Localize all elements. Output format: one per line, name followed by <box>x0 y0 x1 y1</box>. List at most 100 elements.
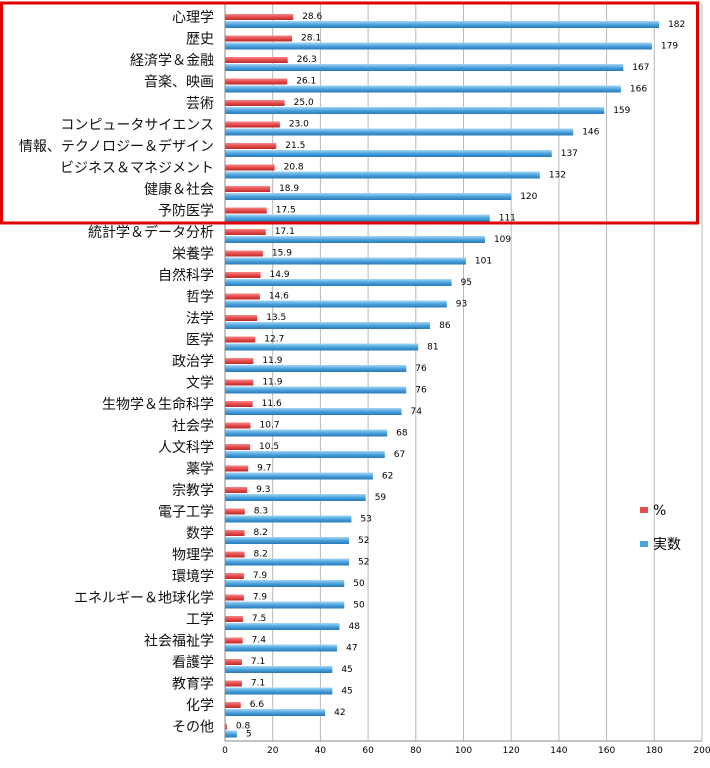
bar-count <box>225 85 621 93</box>
category-label: 栄養学 <box>172 246 214 263</box>
bar-percent <box>225 336 256 343</box>
bar-percent <box>225 487 248 493</box>
x-tick-label: 200 <box>693 746 710 756</box>
bar-count <box>225 666 333 673</box>
bar-percent <box>225 14 294 20</box>
data-label-count: 146 <box>582 128 599 138</box>
bar-count <box>225 193 512 200</box>
bar-percent <box>225 444 251 450</box>
bar-percent <box>225 594 244 601</box>
bar-percent <box>225 57 288 63</box>
bar-percent <box>225 207 267 214</box>
bar-count <box>225 494 366 501</box>
data-label-percent: 8.2 <box>254 550 268 560</box>
data-label-percent: 26.3 <box>297 55 317 65</box>
data-label-percent: 7.5 <box>252 614 266 624</box>
x-tick-label: 120 <box>503 746 520 756</box>
x-tick-label: 40 <box>315 746 327 756</box>
x-tick-label: 180 <box>646 746 663 756</box>
data-label-count: 76 <box>415 364 427 374</box>
data-label-count: 86 <box>439 321 451 331</box>
x-axis: 0 20 40 60 80 100 120 140 160 180 200 <box>222 4 710 756</box>
bar-percent <box>225 401 253 407</box>
category-label: 工学 <box>186 612 214 628</box>
data-label-percent: 26.1 <box>296 77 316 87</box>
data-label-count: 93 <box>456 300 467 310</box>
data-label-count: 59 <box>375 493 387 503</box>
data-label-percent: 20.8 <box>284 163 304 173</box>
data-label-percent: 9.3 <box>256 485 270 495</box>
bar-count <box>225 709 326 716</box>
data-label-percent: 7.1 <box>251 679 265 689</box>
data-label-percent: 18.9 <box>279 184 299 194</box>
data-label-count: 52 <box>358 536 369 546</box>
x-tick-label: 20 <box>267 746 279 756</box>
bar-count <box>225 451 385 458</box>
data-label-count: 76 <box>415 386 427 396</box>
category-label: 化学 <box>186 698 214 714</box>
bar-percent <box>225 422 251 429</box>
data-label-count: 120 <box>520 192 537 202</box>
bar-count <box>225 730 237 738</box>
legend: % 実数 <box>640 503 681 553</box>
data-label-percent: 28.1 <box>301 34 321 44</box>
bar-count <box>225 687 333 695</box>
data-label-count: 45 <box>341 687 352 697</box>
data-label-percent: 23.0 <box>289 120 309 130</box>
data-label-percent: 7.4 <box>252 636 267 646</box>
bar-percent <box>225 702 241 708</box>
bar-percent <box>225 121 280 128</box>
bar-count <box>225 300 447 308</box>
data-label-count: 179 <box>661 42 678 52</box>
category-label: 環境学 <box>172 569 214 585</box>
highlight-box <box>0 1 699 225</box>
category-label: その他 <box>172 720 214 736</box>
category-label: 数学 <box>186 526 214 542</box>
data-label-count: 167 <box>632 63 649 73</box>
bar-count <box>225 257 466 265</box>
x-tick-label: 100 <box>455 746 472 756</box>
legend-label-percent: % <box>653 503 666 519</box>
category-label: 宗教学 <box>172 483 214 499</box>
category-label: 法学 <box>186 311 214 327</box>
x-tick-label: 60 <box>362 746 374 756</box>
category-label: 文学 <box>186 376 214 392</box>
data-label-count: 42 <box>334 708 345 718</box>
data-label-count: 5 <box>246 730 252 740</box>
data-label-percent: 6.6 <box>250 700 265 710</box>
data-label-count: 67 <box>394 450 405 460</box>
category-label: 政治学 <box>172 354 214 370</box>
bar-count <box>225 343 419 351</box>
x-tick-label: 80 <box>410 746 422 756</box>
category-label: 教育学 <box>172 677 214 693</box>
bar-count <box>225 21 660 28</box>
labels: 心理学 28.6 182 歴史 28.1 179 経済学＆金融 26.3 167 音楽、映画 26.… <box>19 10 685 740</box>
data-label-percent: 15.9 <box>272 249 292 259</box>
data-label-percent: 10.7 <box>260 421 280 431</box>
x-tick-label: 160 <box>598 746 615 756</box>
bar-percent <box>225 272 261 278</box>
category-label: 社会学 <box>172 419 214 435</box>
data-label-count: 50 <box>353 579 365 589</box>
data-label-count: 109 <box>494 235 511 245</box>
category-label: 哲学 <box>186 290 214 306</box>
data-label-count: 166 <box>630 85 647 95</box>
data-label-count: 182 <box>668 20 685 30</box>
x-tick-label: 0 <box>222 746 228 756</box>
bar-percent <box>225 723 227 730</box>
data-label-count: 50 <box>353 601 365 611</box>
bar-count <box>225 515 352 523</box>
data-label-percent: 10.5 <box>259 442 279 452</box>
bar-count <box>225 537 350 544</box>
data-label-percent: 14.9 <box>270 270 290 280</box>
bar-percent <box>225 680 242 687</box>
data-label-count: 52 <box>358 558 369 568</box>
category-label: 薬学 <box>186 462 214 478</box>
data-label-count: 81 <box>427 343 438 353</box>
bar-percent <box>225 35 293 42</box>
bar-percent <box>225 616 243 622</box>
data-label-percent: 7.9 <box>253 571 268 581</box>
bar-count <box>225 42 652 50</box>
bar-count <box>225 601 345 609</box>
